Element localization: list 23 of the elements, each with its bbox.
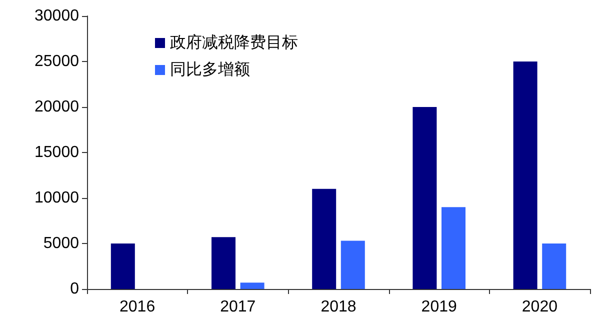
- y-tick-label: 5000: [43, 235, 80, 252]
- y-tick-label: 25000: [34, 53, 80, 70]
- bar: [312, 188, 336, 289]
- bar: [542, 244, 566, 289]
- x-tick-label: 2018: [320, 298, 356, 316]
- legend-label: 同比多增额: [170, 60, 250, 78]
- bar: [240, 282, 264, 289]
- bar: [340, 240, 365, 289]
- bar: [110, 244, 135, 289]
- bar: [513, 62, 538, 289]
- y-tick-label: 15000: [34, 144, 80, 161]
- x-tick-label: 2016: [120, 298, 156, 316]
- y-tick-label: 20000: [34, 98, 80, 116]
- y-tick-label: 30000: [34, 8, 80, 24]
- bar: [442, 207, 466, 289]
- x-tick-label: 2020: [522, 298, 558, 316]
- x-tick-label: 2017: [220, 298, 256, 316]
- bar: [412, 107, 437, 289]
- legend-label: 政府减税降费目标: [170, 34, 298, 52]
- y-tick-label: 0: [70, 280, 80, 298]
- x-tick-label: 2019: [421, 298, 457, 316]
- y-tick-label: 10000: [34, 190, 80, 206]
- bar: [212, 237, 236, 289]
